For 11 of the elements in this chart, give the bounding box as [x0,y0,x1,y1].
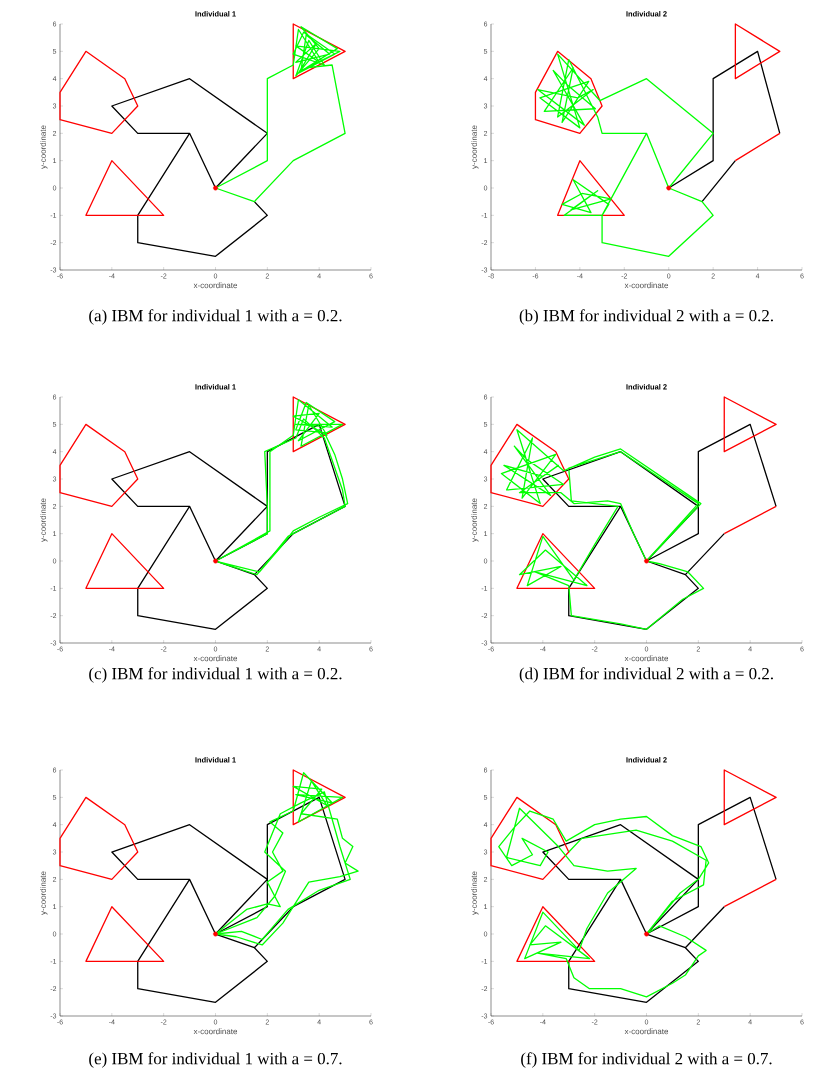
line-series [498,807,710,998]
line-series [537,53,714,257]
text: (c) IBM for individual 1 with a = 0.2. [89,667,342,683]
text: (e) IBM for individual 1 with a = 0.7. [89,1052,342,1068]
line-series [111,796,346,1003]
line-series [500,429,705,630]
text: (a) IBM for individual 1 with a = 0.2. [89,309,342,325]
text: (f) IBM for individual 2 with a = 0.7. [521,1052,772,1068]
text: (d) IBM for individual 2 with a = 0.2. [519,667,773,683]
text: (b) IBM for individual 2 with a = 0.2. [519,309,773,325]
line-series [111,78,268,257]
